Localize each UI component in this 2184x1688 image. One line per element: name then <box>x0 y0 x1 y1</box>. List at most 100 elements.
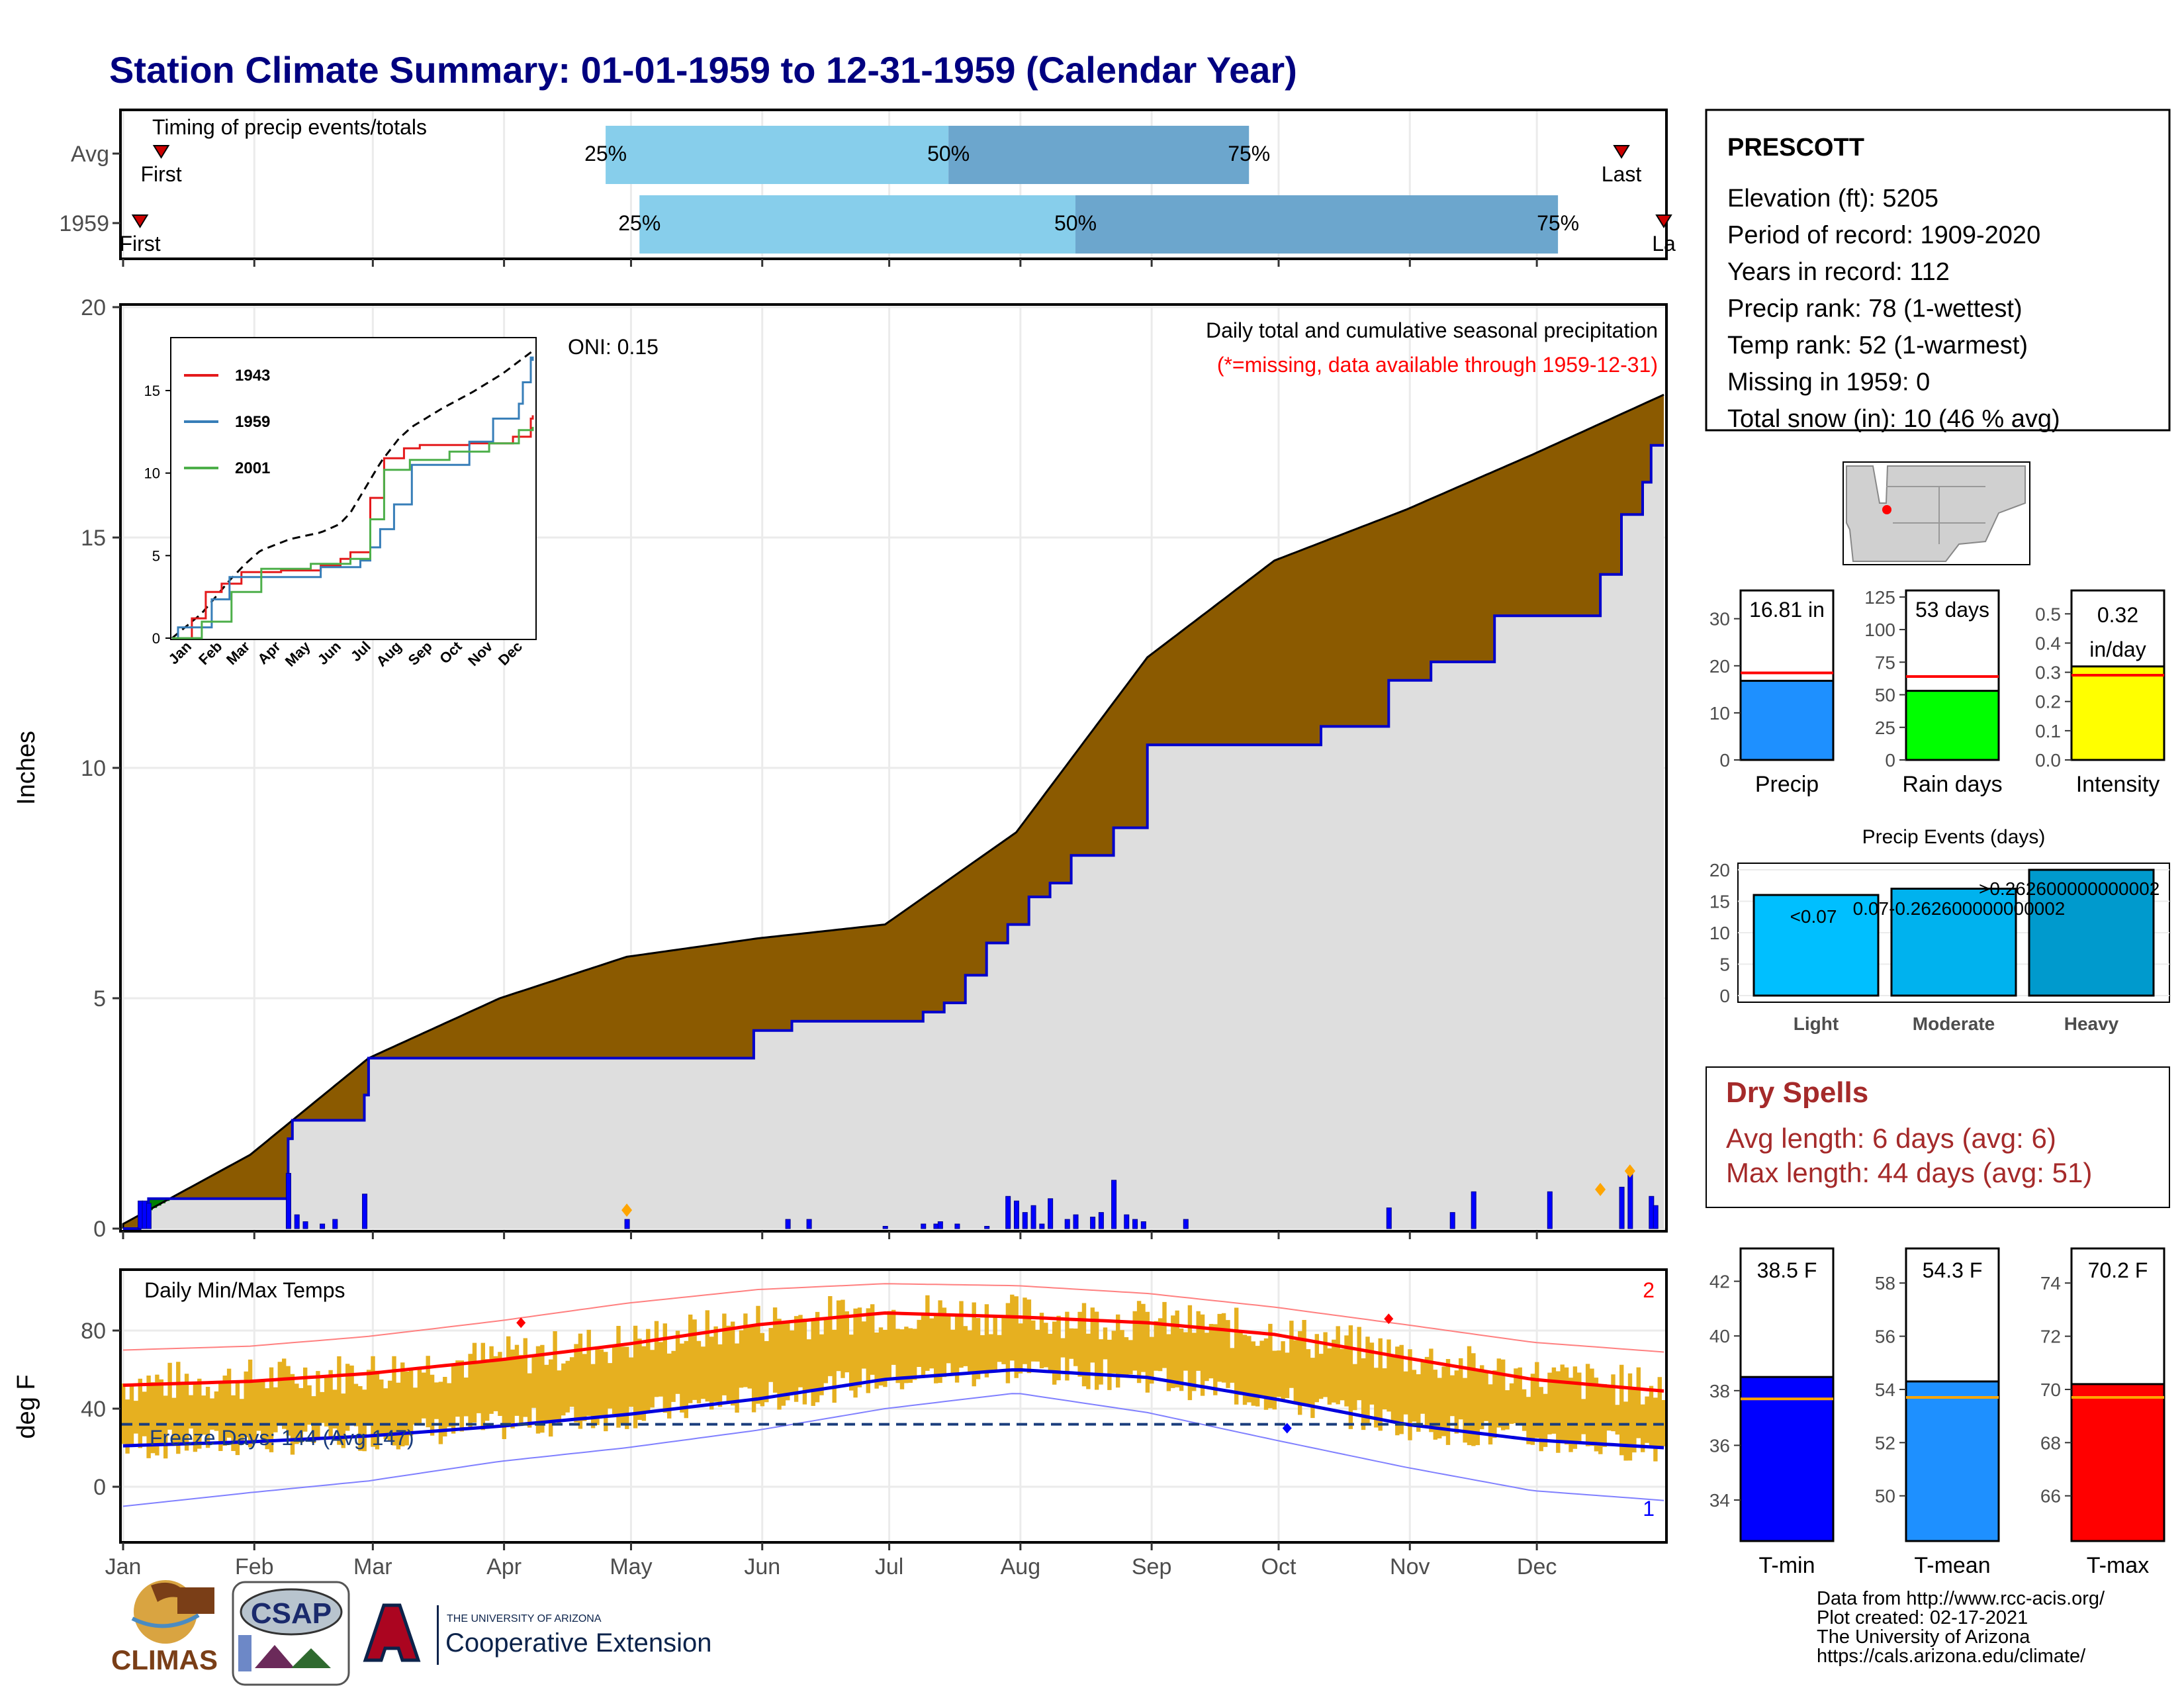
last-event-label: Last <box>1602 162 1642 186</box>
last-event-label: La <box>1652 232 1676 256</box>
page-title: Station Climate Summary: 01-01-1959 to 1… <box>109 49 1297 91</box>
record-high-marker-icon <box>516 1317 526 1329</box>
month-label: Oct <box>1261 1554 1297 1579</box>
precip-panel: 0 5 10 15 20 Inches Daily total and cumulati… <box>13 295 1668 1242</box>
summary-ytick-label: 50 <box>1875 685 1895 706</box>
daily-precip-bar <box>785 1219 791 1229</box>
summary-ytick-label: 10 <box>1709 703 1730 724</box>
csap-logo: CSAP <box>232 1581 350 1686</box>
temp-bar-ytick-label: 70 <box>2040 1380 2061 1400</box>
temp-bar-ytick-label: 68 <box>2040 1432 2061 1453</box>
oni-label: ONI: 0.15 <box>568 335 659 359</box>
summary-bar-label: Rain days <box>1902 772 2002 797</box>
summary-ytick-label: 75 <box>1875 652 1895 673</box>
daily-precip-bar <box>146 1203 152 1229</box>
temp-ylabel: deg F <box>13 1374 40 1438</box>
temp-bar-value-label: 70.2 F <box>2088 1258 2148 1282</box>
cumulative-1959-area <box>123 445 1664 1229</box>
inset-ytick-label: 5 <box>152 547 160 564</box>
map-region <box>1846 465 2026 562</box>
temp-summary-bar <box>1739 1376 1835 1542</box>
daily-precip-bar <box>954 1223 960 1229</box>
daily-precip-bar <box>1140 1221 1146 1229</box>
inset-frame <box>170 337 537 640</box>
precip-ylabel: Inches <box>13 731 40 805</box>
precip-ytick-label: 0 <box>93 1217 106 1242</box>
event-bar <box>1890 888 2017 997</box>
station-location-marker <box>1882 505 1891 514</box>
ua-small-text: THE UNIVERSITY OF ARIZONA <box>447 1613 602 1624</box>
summary-ytick-label: 20 <box>1709 656 1730 677</box>
station-info-line: Missing in 1959: 0 <box>1727 369 1930 397</box>
station-name: PRESCOTT <box>1727 134 1864 162</box>
month-label: Sep <box>1132 1554 1172 1579</box>
inset-ytick-label: 10 <box>144 465 160 482</box>
daily-precip-bar <box>1386 1207 1392 1229</box>
temp-bar-value-label: 54.3 F <box>1923 1258 1983 1282</box>
summary-bar <box>1739 679 1835 761</box>
temp-bar-ytick-label: 36 <box>1709 1435 1730 1456</box>
temp-bar-ytick-label: 42 <box>1709 1272 1730 1292</box>
daily-precip-bar <box>1183 1219 1189 1229</box>
timing-p75-label: 75% <box>1537 211 1579 235</box>
month-label: Mar <box>353 1554 392 1579</box>
daily-precip-bar <box>1449 1212 1455 1229</box>
avg-min-line <box>122 1368 1664 1450</box>
month-label: May <box>610 1554 652 1579</box>
ua-big-text: Cooperative Extension <box>445 1628 711 1658</box>
timing-p75-label: 75% <box>1228 142 1270 165</box>
record-low-line <box>122 1393 1664 1507</box>
ua-a-icon <box>363 1603 421 1662</box>
summary-ytick-label: 0.3 <box>2035 663 2061 683</box>
summary-ytick-label: 25 <box>1875 718 1895 738</box>
dry-spells-box: Dry Spells Avg length: 6 days (avg: 6) M… <box>1706 1066 2170 1208</box>
event-bar-label: Light <box>1794 1013 1839 1034</box>
daily-precip-bar <box>1653 1205 1659 1229</box>
record-low-count: 1 <box>1643 1497 1655 1521</box>
first-event-marker-icon <box>152 145 170 159</box>
summary-ytick-label: 100 <box>1864 620 1895 640</box>
timing-panel: Timing of precip events/totals Avg 25% 50%… <box>59 109 1676 260</box>
month-label: Feb <box>235 1554 274 1579</box>
timing-bar-25-50 <box>606 126 949 184</box>
inset-series-line <box>172 426 534 639</box>
temp-ytick-label: 80 <box>81 1319 106 1344</box>
daily-precip-bar <box>806 1219 812 1229</box>
avg-max-line <box>122 1311 1664 1393</box>
timing-p50-label: 50% <box>1054 211 1097 235</box>
temperature-panel: 0 40 80 deg F Daily Min/Max Temps Freeze D… <box>13 1268 1668 1544</box>
summary-ytick-label: 0 <box>1719 750 1730 771</box>
inset-series-line <box>172 356 534 639</box>
event-heavy-text: >0.262600000000002 <box>1979 878 2160 899</box>
temp-bar-ytick-label: 56 <box>1875 1327 1895 1347</box>
temp-summary-bar <box>2070 1383 2165 1542</box>
precip-ytick-label: 5 <box>93 986 106 1011</box>
temp-ytick-label: 0 <box>93 1475 106 1500</box>
summary-bar <box>2070 665 2165 761</box>
location-map <box>1843 461 2030 565</box>
record-high-count: 2 <box>1643 1278 1655 1302</box>
inset-series-line <box>172 415 534 639</box>
daily-precip-bar <box>1619 1186 1625 1229</box>
station-info-box: PRESCOTT Elevation (ft): 5205 Period of r… <box>1705 109 2171 433</box>
month-label: Apr <box>486 1554 522 1579</box>
events-ytick-label: 5 <box>1719 955 1730 975</box>
footer-line: Data from http://www.rcc-acis.org/ <box>1817 1588 2105 1609</box>
first-event-marker-icon <box>131 214 149 228</box>
month-label: Jul <box>875 1554 903 1579</box>
event-bar <box>1752 894 1880 997</box>
month-label: Jun <box>744 1554 780 1579</box>
daily-precip-bar <box>1013 1200 1019 1229</box>
daily-precip-bar <box>302 1221 308 1229</box>
climas-logo: CLIMAS <box>111 1580 218 1675</box>
station-info-line: Temp rank: 52 (1-warmest) <box>1727 332 2028 359</box>
events-ytick-label: 10 <box>1709 923 1730 943</box>
daily-precip-bar <box>1132 1219 1138 1229</box>
summary-ytick-label: 30 <box>1709 609 1730 630</box>
footer-line: The University of Arizona <box>1817 1626 2030 1648</box>
daily-precip-bar <box>1073 1214 1079 1229</box>
daily-precip-bar <box>882 1226 888 1229</box>
daily-precip-bar <box>1039 1223 1045 1229</box>
timing-label: Timing of precip events/totals <box>152 115 427 139</box>
summary-value-label: 0.32 <box>2097 603 2138 627</box>
